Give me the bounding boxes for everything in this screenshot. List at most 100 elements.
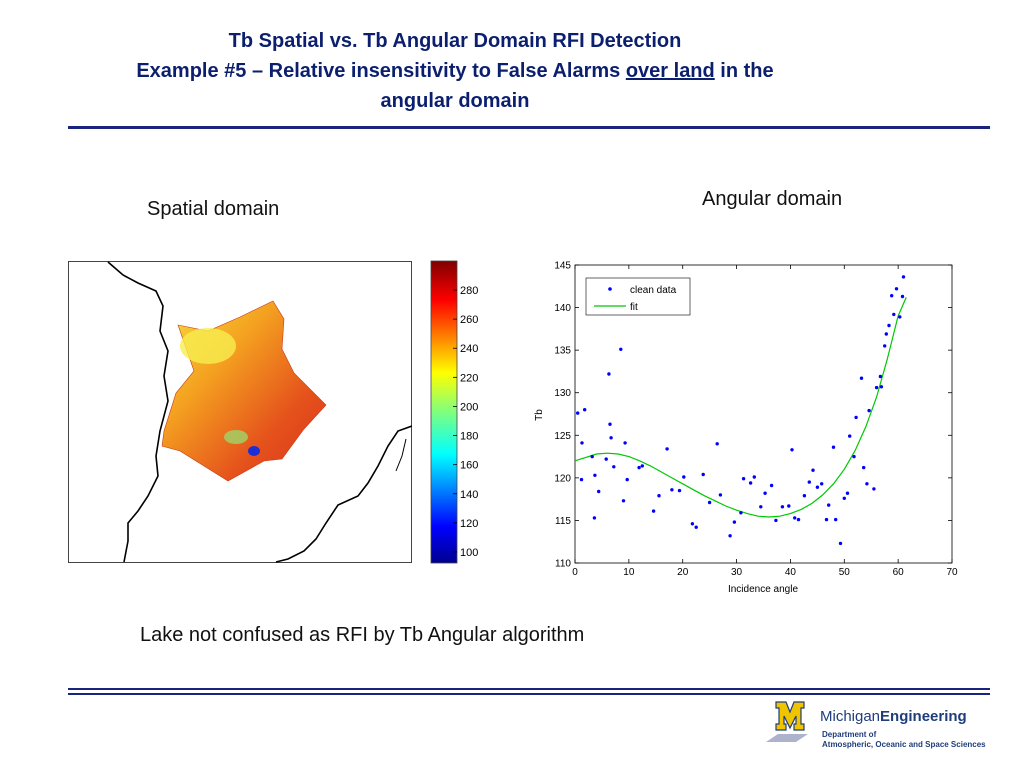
clean-data-point [811,468,815,472]
colorbar: 280 260 240 220 200 180 160 140 120 100 [430,260,478,564]
coastline-right [275,425,412,563]
title-line-3: angular domain [380,90,530,112]
clean-data-point [621,499,626,503]
colorbar-tick-label: 140 [460,489,478,501]
caption: Lake not confused as RFI by Tb Angular a… [140,624,585,646]
clean-data-point [879,385,884,389]
clean-data-point [815,485,820,489]
x-tick-label: 50 [839,567,851,578]
clean-data-point [796,517,801,522]
colorbar-tick-label: 260 [460,314,478,326]
clean-data-point [884,332,888,336]
colorbar-tick-label: 240 [460,343,478,355]
clean-data-point [718,493,723,497]
colorbar-tick-label: 100 [460,547,478,559]
clean-data-point [694,525,698,529]
clean-data-point [728,534,732,538]
clean-data-point [892,312,896,317]
logo-text-michigan: Michigan [820,708,881,725]
x-tick-label: 10 [623,567,635,578]
clean-data-point [763,491,767,495]
clean-data-point [901,275,906,279]
clean-data-point [865,482,869,486]
clean-data-point [748,481,753,485]
y-tick-label: 120 [554,473,571,484]
clean-data-point [608,422,612,426]
legend-label-fit: fit [630,302,638,313]
clean-data-point [651,509,656,513]
title-line-2-pre: Example #5 – Relative insensitivity to F… [136,60,626,82]
clean-data-point [898,315,902,319]
clean-data-point [579,477,584,482]
x-tick-label: 70 [946,567,958,578]
x-tick-label: 20 [677,567,689,578]
clean-data-point [607,372,611,376]
clean-data-point [872,487,876,491]
x-tick-label: 60 [893,567,905,578]
footer-divider-top [68,688,990,690]
clean-data-point [701,472,705,477]
green-patch [224,430,248,444]
clean-data-point [593,473,597,477]
clean-data-point [612,465,616,469]
clean-data-point [842,496,846,500]
clean-data-point [619,347,623,351]
colorbar-tick-label: 200 [460,401,478,413]
clean-data-point [845,491,850,495]
y-tick-label: 110 [555,559,571,570]
legend: clean data fit [585,277,691,316]
clean-data-point [580,441,584,445]
clean-data-point [790,448,794,452]
clean-data-point [887,323,891,328]
y-tick-label: 145 [554,261,571,272]
clean-data-point [625,477,629,482]
y-tick-label: 135 [554,346,571,357]
legend-marker-clean-data [608,287,612,291]
slide-title: Tb Spatial vs. Tb Angular Domain RFI Det… [40,26,870,116]
colorbar-tick-label: 120 [460,518,478,530]
clean-data-point [583,408,587,412]
river [395,438,407,472]
clean-data-point [739,511,743,515]
clean-data-point [590,454,594,459]
logo-wordmark: MichiganEngineering [820,708,967,725]
clean-data-point [890,294,894,298]
x-tick-label: 0 [572,567,578,578]
legend-box [585,277,691,316]
clean-data-point [670,488,674,492]
clean-data-point [623,441,627,445]
clean-data-point [824,517,829,522]
clean-data-point [862,465,866,470]
clean-data-point [604,457,608,461]
clean-data-point [774,518,778,523]
title-line-2-post: in the [714,60,774,82]
clean-data-point [867,408,871,413]
clean-data-point [609,436,613,440]
block-m-icon [766,701,808,742]
clean-data-point [854,415,858,420]
clean-data-point [793,516,797,520]
clean-data-point [900,294,905,299]
spatial-domain-map [68,261,412,563]
y-tick-label: 115 [555,516,571,527]
clean-data-point [690,522,695,526]
department-line-2: Atmospheric, Oceanic and Space Sciences [822,740,986,749]
y-tick-label: 140 [554,303,571,314]
clean-data-point [802,494,807,498]
clean-data-point [677,488,682,493]
clean-data-point [852,454,856,459]
clean-data-point [894,287,899,291]
title-line-1: Tb Spatial vs. Tb Angular Domain RFI Det… [228,30,682,52]
clean-data-point [576,411,580,415]
clean-data-point [637,465,641,470]
clean-data-point [665,447,669,451]
legend-label-clean-data: clean data [630,285,677,296]
spatial-domain-label: Spatial domain [147,198,280,220]
title-divider [68,126,990,129]
clean-data-point [874,385,879,390]
clean-data-point [715,442,719,446]
clean-data-point [827,503,831,507]
colorbar-tick-label: 160 [460,460,478,472]
colorbar-tick-label: 280 [460,285,478,297]
title-line-2: Example #5 – Relative insensitivity to F… [40,56,870,86]
